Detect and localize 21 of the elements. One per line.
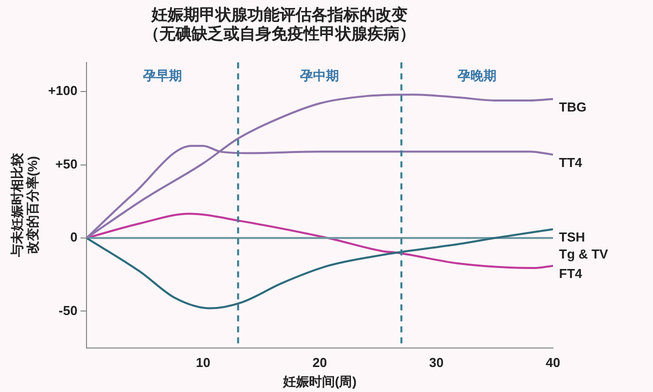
series-label: TBG	[559, 99, 586, 114]
y-tick-label: -50	[58, 302, 78, 318]
chart-title: 妊娠期甲状腺功能评估各指标的改变	[150, 4, 408, 24]
x-tick-label: 10	[196, 355, 210, 370]
x-tick-label: 30	[429, 355, 444, 370]
series-label: TT4	[559, 154, 583, 170]
series-label: TSH	[559, 230, 585, 245]
line-series	[86, 228, 553, 310]
y-tick-label: +100	[48, 83, 78, 98]
y-tick-label: +50	[55, 156, 78, 172]
chart-subtitle: （无碘缺乏或自身免疫性甲状腺疾病）	[144, 24, 416, 43]
x-axis-title: 妊娠时间(周)	[282, 374, 357, 389]
annotation: 孕中期	[299, 68, 340, 84]
annotation: 孕早期	[142, 68, 182, 84]
y-tick-label: 0	[70, 230, 78, 245]
series-label: Tg & TV	[559, 246, 608, 262]
y-axis-title: 与未妊娠时相比较改变的百分率(%)	[9, 152, 40, 258]
x-tick-label: 40	[546, 355, 560, 370]
x-tick-label: 20	[312, 355, 327, 370]
annotation: 孕晚期	[456, 68, 497, 84]
series-label: FT4	[559, 266, 583, 282]
